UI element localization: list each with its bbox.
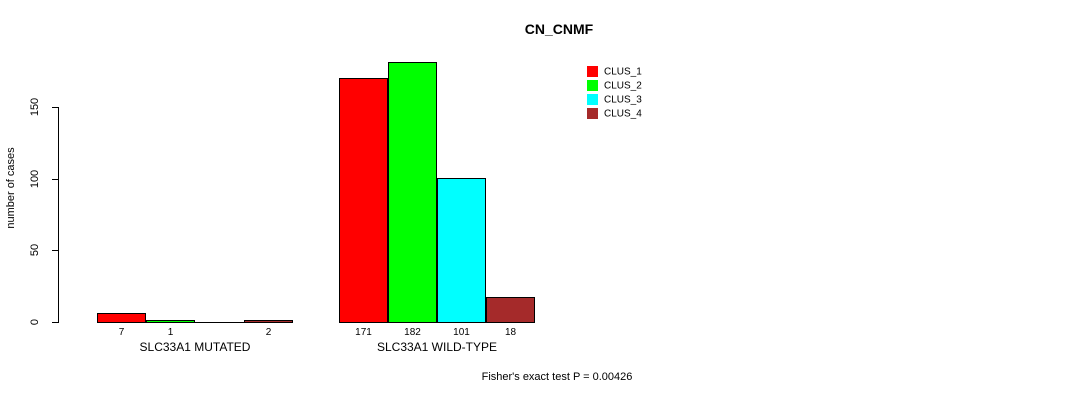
bar [146,320,195,323]
bar [437,178,486,323]
bar [388,62,437,323]
y-axis-line [58,107,59,323]
legend-swatch [587,66,598,77]
bar-value-label: 182 [404,327,421,338]
legend-swatch [587,108,598,119]
legend-swatch [587,80,598,91]
y-axis-tick-label: 150 [29,97,41,117]
legend-swatch [587,94,598,105]
bar [244,320,293,323]
chart-title: CN_CNMF [524,21,594,37]
x-category-label: SLC33A1 MUTATED [139,340,251,354]
y-axis-tick [52,107,59,108]
y-axis-tick [52,179,59,180]
fisher-test-annotation: Fisher's exact test P = 0.00426 [481,371,633,383]
bar-value-label: 7 [118,327,125,338]
bar [486,297,535,323]
bar-zero [195,322,244,323]
bar [97,313,146,323]
y-axis-tick-label: 50 [29,243,41,257]
bar-value-label: 101 [453,327,470,338]
y-axis-tick [52,322,59,323]
legend-label: CLUS_3 [604,94,642,105]
bar [339,78,388,323]
x-category-label: SLC33A1 WILD-TYPE [376,340,498,354]
legend-label: CLUS_1 [604,66,642,77]
y-axis-tick-label: 100 [29,169,41,189]
bar-value-label: 18 [504,327,517,338]
y-axis-tick [52,250,59,251]
bar-value-label: 1 [167,327,174,338]
bar-value-label: 171 [355,327,372,338]
bar-value-label: 2 [265,327,272,338]
y-axis-label: number of cases [5,147,17,229]
legend-label: CLUS_2 [604,80,642,91]
legend-label: CLUS_4 [604,108,642,119]
y-axis-tick-label: 0 [29,318,41,326]
